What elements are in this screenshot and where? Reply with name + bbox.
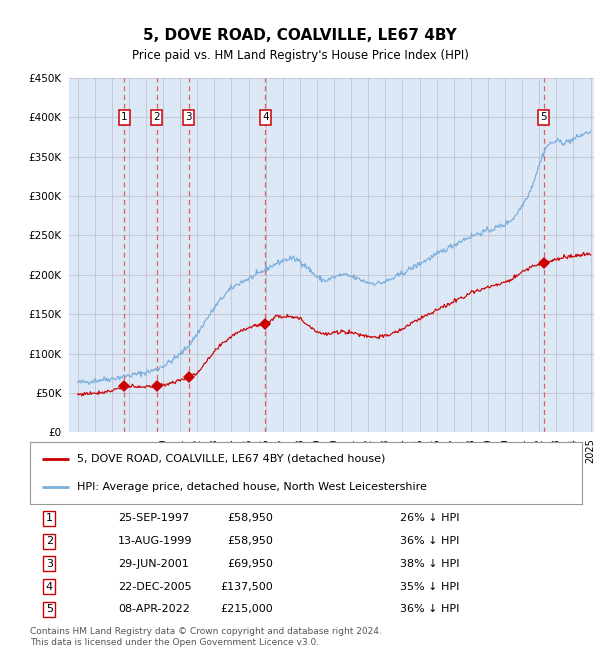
- Text: 5, DOVE ROAD, COALVILLE, LE67 4BY: 5, DOVE ROAD, COALVILLE, LE67 4BY: [143, 28, 457, 44]
- Text: 25-SEP-1997: 25-SEP-1997: [118, 514, 190, 523]
- Text: 4: 4: [262, 112, 269, 122]
- Text: 08-APR-2022: 08-APR-2022: [118, 604, 190, 614]
- Text: 22-DEC-2005: 22-DEC-2005: [118, 582, 192, 592]
- Text: 2: 2: [46, 536, 53, 546]
- Text: 3: 3: [185, 112, 192, 122]
- Text: 38% ↓ HPI: 38% ↓ HPI: [400, 559, 460, 569]
- Text: 1: 1: [46, 514, 53, 523]
- Text: £215,000: £215,000: [220, 604, 273, 614]
- Text: £58,950: £58,950: [227, 514, 273, 523]
- Text: HPI: Average price, detached house, North West Leicestershire: HPI: Average price, detached house, Nort…: [77, 482, 427, 492]
- Text: 36% ↓ HPI: 36% ↓ HPI: [400, 604, 459, 614]
- Text: 35% ↓ HPI: 35% ↓ HPI: [400, 582, 459, 592]
- Text: 26% ↓ HPI: 26% ↓ HPI: [400, 514, 460, 523]
- Text: 2: 2: [153, 112, 160, 122]
- Text: £137,500: £137,500: [220, 582, 273, 592]
- Text: 36% ↓ HPI: 36% ↓ HPI: [400, 536, 459, 546]
- Text: Contains HM Land Registry data © Crown copyright and database right 2024.
This d: Contains HM Land Registry data © Crown c…: [30, 627, 382, 647]
- Text: 1: 1: [121, 112, 128, 122]
- Text: 5: 5: [541, 112, 547, 122]
- Text: £69,950: £69,950: [227, 559, 273, 569]
- Text: Price paid vs. HM Land Registry's House Price Index (HPI): Price paid vs. HM Land Registry's House …: [131, 49, 469, 62]
- Text: 5, DOVE ROAD, COALVILLE, LE67 4BY (detached house): 5, DOVE ROAD, COALVILLE, LE67 4BY (detac…: [77, 454, 385, 463]
- Text: 13-AUG-1999: 13-AUG-1999: [118, 536, 193, 546]
- Text: 29-JUN-2001: 29-JUN-2001: [118, 559, 189, 569]
- Text: 4: 4: [46, 582, 53, 592]
- Text: £58,950: £58,950: [227, 536, 273, 546]
- Text: 3: 3: [46, 559, 53, 569]
- Text: 5: 5: [46, 604, 53, 614]
